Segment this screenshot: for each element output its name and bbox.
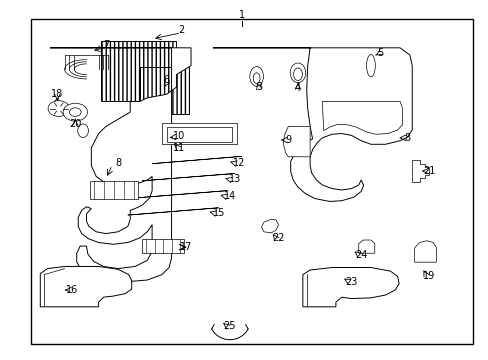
Ellipse shape	[293, 68, 302, 81]
Text: 7: 7	[102, 40, 109, 50]
Text: 23: 23	[345, 277, 357, 287]
Text: 17: 17	[180, 242, 192, 252]
Ellipse shape	[253, 73, 260, 84]
Polygon shape	[127, 208, 218, 215]
Text: 3: 3	[256, 82, 262, 92]
Ellipse shape	[289, 63, 305, 83]
Text: 8: 8	[115, 158, 121, 168]
Polygon shape	[135, 191, 227, 198]
Bar	[162, 123, 237, 144]
Polygon shape	[414, 241, 436, 262]
Bar	[142, 239, 183, 253]
Polygon shape	[261, 219, 278, 233]
Bar	[166, 127, 232, 142]
Text: 5: 5	[377, 48, 383, 58]
Polygon shape	[152, 157, 242, 163]
Text: 25: 25	[223, 321, 236, 332]
Polygon shape	[54, 98, 60, 102]
Text: 10: 10	[172, 131, 184, 141]
Text: 12: 12	[233, 158, 245, 168]
Polygon shape	[283, 126, 309, 157]
Text: 11: 11	[172, 143, 184, 153]
Text: 22: 22	[272, 233, 284, 243]
Text: 14: 14	[224, 191, 236, 201]
Circle shape	[63, 103, 87, 121]
Text: 2: 2	[178, 25, 184, 35]
Text: 19: 19	[422, 271, 434, 282]
Polygon shape	[411, 160, 428, 182]
Text: 15: 15	[213, 208, 225, 218]
Text: 13: 13	[228, 174, 241, 184]
Polygon shape	[322, 102, 402, 134]
Text: 6: 6	[163, 75, 169, 85]
Text: 9: 9	[285, 135, 291, 145]
Bar	[101, 41, 176, 102]
Text: 18: 18	[51, 89, 63, 99]
Polygon shape	[142, 174, 234, 181]
Polygon shape	[302, 267, 398, 307]
Ellipse shape	[249, 67, 263, 86]
Text: 4: 4	[294, 83, 301, 93]
Text: 16: 16	[65, 285, 78, 295]
Polygon shape	[50, 48, 191, 282]
Text: 8: 8	[404, 133, 409, 143]
Circle shape	[48, 101, 69, 116]
Ellipse shape	[78, 124, 88, 138]
Bar	[90, 181, 137, 199]
Text: 21: 21	[422, 166, 434, 176]
Circle shape	[69, 108, 81, 116]
Bar	[140, 67, 188, 114]
Polygon shape	[212, 48, 411, 202]
Polygon shape	[358, 240, 374, 253]
Ellipse shape	[366, 55, 374, 77]
Polygon shape	[40, 266, 131, 307]
Text: 24: 24	[354, 250, 366, 260]
Text: 20: 20	[69, 118, 81, 129]
Text: 1: 1	[239, 10, 244, 20]
